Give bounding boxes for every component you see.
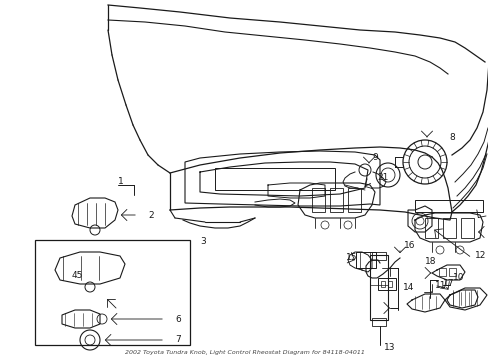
Bar xyxy=(424,218,437,238)
Bar xyxy=(448,268,455,276)
Text: 15: 15 xyxy=(346,253,357,262)
Text: 19: 19 xyxy=(487,198,488,207)
Bar xyxy=(414,200,482,212)
Bar xyxy=(35,240,190,345)
Text: 2: 2 xyxy=(148,211,153,220)
Bar xyxy=(369,255,387,320)
Text: 14: 14 xyxy=(402,284,413,292)
Bar xyxy=(311,188,325,212)
Bar xyxy=(215,168,334,190)
Bar xyxy=(460,218,473,238)
Text: 16: 16 xyxy=(403,240,415,249)
Text: 6: 6 xyxy=(175,315,181,324)
Bar xyxy=(438,268,445,276)
Bar xyxy=(329,188,342,212)
Text: 10: 10 xyxy=(452,274,464,283)
Text: 20: 20 xyxy=(487,228,488,237)
Text: 1: 1 xyxy=(118,177,123,186)
Bar xyxy=(371,318,385,326)
Text: 11: 11 xyxy=(434,280,446,289)
Text: 18: 18 xyxy=(424,257,436,266)
Bar xyxy=(371,252,385,260)
Bar xyxy=(377,278,395,290)
Bar xyxy=(387,281,391,287)
Text: 21: 21 xyxy=(376,174,387,183)
Bar xyxy=(355,252,375,268)
Text: 3: 3 xyxy=(200,238,205,247)
Text: 13: 13 xyxy=(383,343,395,352)
Text: 17: 17 xyxy=(442,279,453,288)
Text: 7: 7 xyxy=(175,336,181,345)
Bar xyxy=(347,188,360,212)
Text: 8: 8 xyxy=(448,134,454,143)
Text: 2002 Toyota Tundra Knob, Light Control Rheostat Diagram for 84118-04011: 2002 Toyota Tundra Knob, Light Control R… xyxy=(124,350,364,355)
Text: 12: 12 xyxy=(474,251,486,260)
Text: 45: 45 xyxy=(72,270,83,279)
Text: 9: 9 xyxy=(371,153,377,162)
Bar xyxy=(442,218,455,238)
Bar xyxy=(380,281,384,287)
